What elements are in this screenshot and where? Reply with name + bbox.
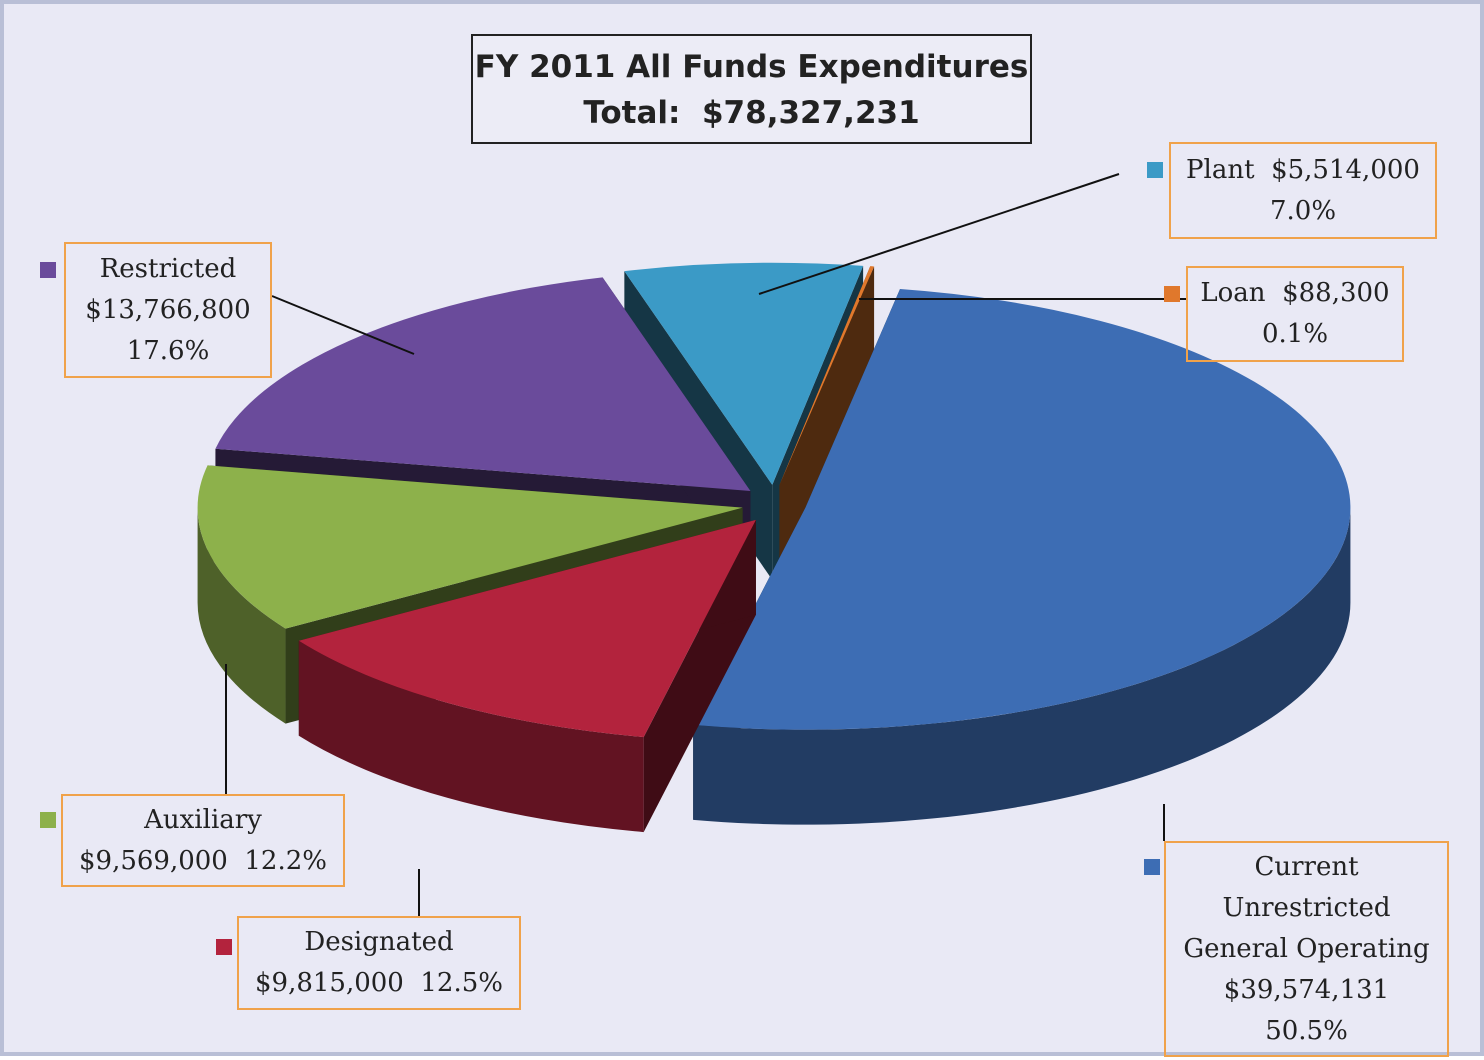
slice-wall [197,507,286,724]
legend-swatch [216,939,232,955]
legend-swatch [40,812,56,828]
chart-title: FY 2011 All Funds Expenditures [474,49,1029,85]
slice-top [298,519,756,738]
title-box: FY 2011 All Funds Expenditures Total: $7… [471,34,1032,144]
legend-swatch [1164,286,1180,302]
slice-wall [693,507,1351,825]
label-line: Restricted [66,249,270,290]
label-value: $9,569,000 [78,845,228,876]
label-line: Plant $5,514,000 [1171,150,1435,191]
slice-top [624,262,864,485]
data-label: Designated $9,815,000 12.5% [237,916,521,1010]
label-value: $13,766,800 [85,294,251,325]
pie-area [197,173,1351,916]
label-value: $5,514,000 [1271,154,1420,185]
slice-side [779,266,875,581]
label-line: Designated [239,922,519,963]
slice-top [779,266,875,486]
label-line: $9,815,000 12.5% [239,963,519,1004]
label-value: $39,574,131 [1223,974,1390,1005]
label-line: 17.6% [66,331,270,372]
label-value: $9,815,000 [254,968,404,998]
slice [693,289,1351,825]
label-line: $39,574,131 [1166,970,1447,1011]
slice-top [197,465,743,629]
label-line: 50.5% [1166,1011,1447,1052]
label-name: Auxiliary [144,804,262,835]
slice-top [215,277,751,492]
data-label: Current Unrestricted General Operating $3… [1164,841,1449,1057]
slice-wall [298,640,644,833]
label-line: Current Unrestricted General Operating [1166,847,1447,970]
data-label: Loan $88,300 0.1% [1186,266,1404,362]
slice [779,266,875,581]
legend-swatch [1147,162,1163,178]
label-line: Auxiliary [63,800,343,841]
label-name: Restricted [99,253,237,284]
legend-swatch [40,262,56,278]
label-line: $9,569,000 12.2% [63,841,343,882]
slice-top [693,289,1351,730]
label-percent: 7.0% [1269,195,1337,226]
data-label: Auxiliary $9,569,000 12.2% [61,794,345,887]
label-line: 0.1% [1188,314,1402,355]
legend-swatch [1144,859,1160,875]
leader-line [271,295,415,355]
label-value: $88,300 [1282,278,1390,308]
label-line: 7.0% [1171,191,1435,232]
data-label: Restricted $13,766,800 17.6% [64,242,272,378]
label-name: Designated [304,927,454,957]
label-name: Loan [1200,278,1266,308]
label-percent: 0.1% [1261,319,1329,349]
label-line: $13,766,800 [66,290,270,331]
label-line: Loan $88,300 [1188,273,1402,314]
label-name: Plant [1186,154,1255,185]
label-percent: 50.5% [1265,1015,1348,1046]
label-percent: 12.2% [244,845,327,876]
leader-line [758,173,1120,295]
slice [298,519,756,833]
label-name: Current Unrestricted General Operating [1183,851,1430,964]
chart-subtitle: Total: $78,327,231 [583,95,920,131]
label-percent: 17.6% [126,335,210,366]
label-percent: 12.5% [420,968,503,998]
data-label: Plant $5,514,000 7.0% [1169,142,1437,239]
